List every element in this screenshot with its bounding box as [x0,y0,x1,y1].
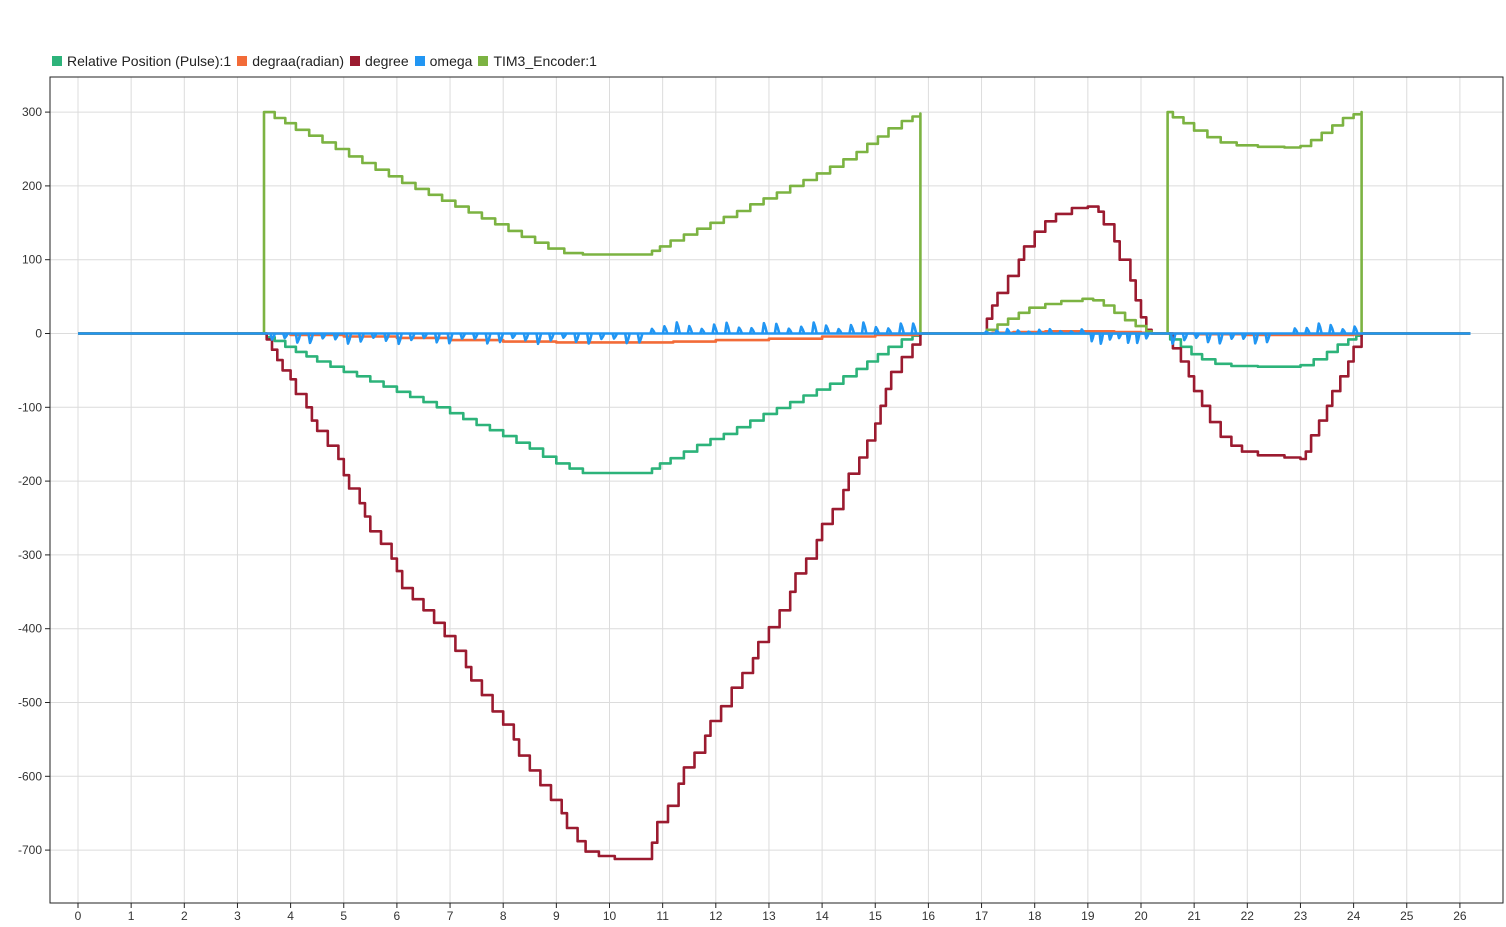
y-tick-label: 300 [22,105,42,119]
legend-swatch [237,56,248,66]
y-tick-label: 200 [22,179,42,193]
x-tick-label: 16 [922,909,936,923]
legend-label: Relative Position (Pulse):1 [67,53,232,69]
x-tick-label: 21 [1187,909,1201,923]
legend-swatch [414,56,425,66]
series-lines [78,110,1471,861]
y-tick-label: 0 [35,327,42,341]
plot-frame [49,76,1504,904]
chart-legend: Relative Position (Pulse):1 degraa(radian… [52,51,603,71]
x-tick-label: 23 [1294,909,1308,923]
x-tick-label: 3 [234,909,241,923]
y-tick-label: -400 [18,622,42,636]
y-axis: 300 200 100 0 -100 -200 -300 -400 -500 -600 -700 [18,105,50,857]
legend-label: TIM3_Encoder:1 [493,53,597,69]
legend-item[interactable]: omega [414,53,473,69]
y-tick-label: 100 [22,253,42,267]
x-tick-label: 18 [1028,909,1042,923]
x-tick-label: 20 [1134,909,1148,923]
legend-label: degraa(radian) [252,53,345,69]
y-tick-label: -200 [18,474,42,488]
series-line-degree [78,205,1471,861]
x-tick-label: 22 [1241,909,1255,923]
x-tick-label: 14 [815,909,829,923]
y-tick-label: -300 [18,548,42,562]
series-line-omega [78,321,1471,346]
x-tick-label: 15 [869,909,883,923]
x-tick-label: 2 [181,909,188,923]
legend-item[interactable]: Relative Position (Pulse):1 [52,53,231,69]
legend-label: omega [429,53,473,69]
y-tick-label: -700 [18,843,42,857]
x-tick-label: 9 [553,909,560,923]
legend-swatch [52,56,62,66]
x-tick-label: 5 [340,909,347,923]
legend-item[interactable]: degree [350,53,409,69]
legend-swatch [350,56,361,66]
x-tick-label: 13 [762,909,776,923]
legend-swatch [478,56,489,66]
x-tick-label: 1 [128,909,135,923]
legend-label: degree [365,53,409,69]
x-tick-label: 10 [603,909,617,923]
series-line-relative-position-pulse-1 [78,332,1471,475]
x-tick-label: 24 [1347,909,1361,923]
series-line-tim3-encoder-1 [78,110,1471,335]
x-tick-label: 0 [75,909,82,923]
x-tick-label: 11 [656,909,669,923]
y-tick-label: -100 [18,400,42,414]
x-tick-label: 19 [1081,909,1095,923]
grid-lines [50,77,1503,903]
x-tick-label: 6 [394,909,401,923]
y-tick-label: -600 [18,769,42,783]
x-tick-label: 8 [500,909,507,923]
y-tick-label: -500 [18,696,42,710]
x-tick-label: 26 [1453,909,1467,923]
legend-item[interactable]: degraa(radian) [237,53,344,69]
x-tick-label: 4 [287,909,294,923]
x-tick-label: 25 [1400,909,1414,923]
x-tick-label: 17 [975,909,989,923]
x-tick-label: 7 [447,909,454,923]
x-tick-label: 12 [709,909,723,923]
legend-item[interactable]: TIM3_Encoder:1 [478,53,597,69]
x-axis: 0 1 2 3 4 5 6 7 8 9 10 11 12 13 14 15 16 17 18 19 20 21 22 23 24… [75,903,1467,923]
